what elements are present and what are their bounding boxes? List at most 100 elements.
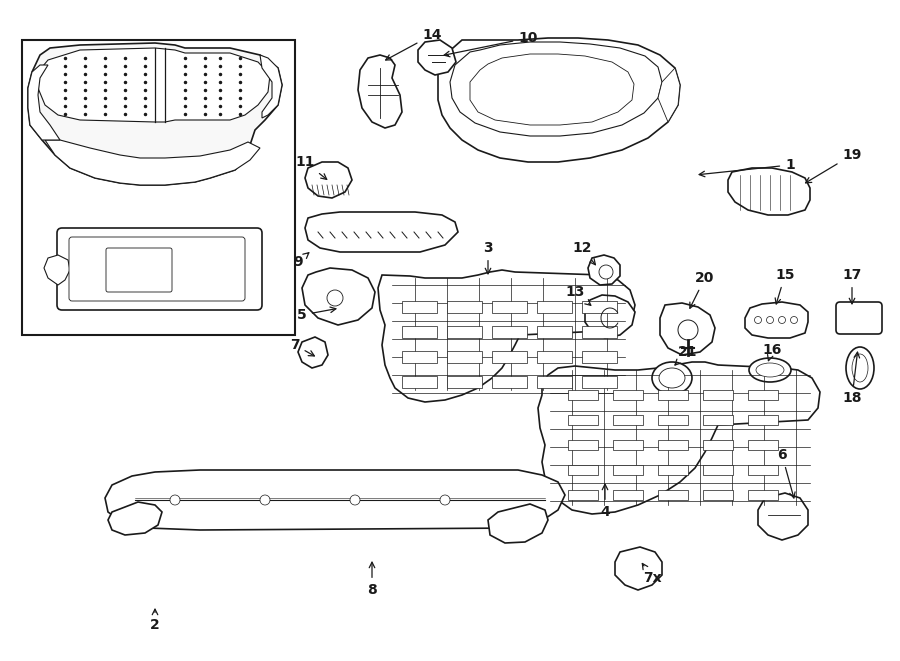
Polygon shape	[728, 168, 810, 215]
Bar	[568, 415, 598, 425]
Ellipse shape	[749, 358, 791, 382]
Polygon shape	[28, 65, 60, 140]
Text: 8: 8	[367, 562, 377, 597]
Polygon shape	[298, 337, 328, 368]
FancyBboxPatch shape	[106, 248, 172, 292]
Text: 18: 18	[842, 352, 862, 405]
Bar	[613, 390, 643, 400]
Bar	[402, 326, 437, 338]
Polygon shape	[585, 295, 635, 338]
Text: 7: 7	[290, 338, 314, 356]
Bar	[402, 301, 437, 313]
Circle shape	[678, 320, 698, 340]
Polygon shape	[302, 268, 375, 325]
Bar	[568, 465, 598, 475]
Bar	[537, 326, 572, 338]
Text: 19: 19	[806, 148, 861, 183]
Ellipse shape	[756, 363, 784, 377]
Polygon shape	[305, 162, 352, 198]
Bar	[22, 40, 295, 335]
Text: 2: 2	[150, 609, 160, 632]
Bar	[568, 490, 598, 500]
Ellipse shape	[659, 368, 685, 388]
Circle shape	[327, 290, 343, 306]
Polygon shape	[305, 212, 458, 252]
Polygon shape	[378, 270, 635, 402]
Polygon shape	[470, 54, 634, 125]
Circle shape	[767, 317, 773, 323]
Bar	[492, 351, 527, 363]
Bar	[447, 351, 482, 363]
Circle shape	[599, 265, 613, 279]
Text: 1: 1	[699, 158, 795, 176]
Ellipse shape	[852, 354, 868, 382]
Polygon shape	[358, 55, 402, 128]
Bar	[658, 440, 688, 450]
Bar	[492, 376, 527, 388]
Bar	[537, 301, 572, 313]
Text: 12: 12	[572, 241, 596, 265]
Polygon shape	[28, 43, 282, 185]
Polygon shape	[438, 38, 680, 162]
Text: 10: 10	[444, 31, 537, 57]
Bar	[568, 390, 598, 400]
Bar	[402, 376, 437, 388]
Bar	[658, 415, 688, 425]
Ellipse shape	[846, 347, 874, 389]
Polygon shape	[44, 255, 70, 285]
Bar	[447, 326, 482, 338]
Circle shape	[440, 495, 450, 505]
Bar	[748, 465, 778, 475]
Text: 9: 9	[293, 253, 309, 269]
Bar	[748, 390, 778, 400]
Polygon shape	[38, 48, 270, 122]
Text: 17: 17	[842, 268, 861, 304]
Bar	[582, 326, 617, 338]
Polygon shape	[658, 68, 680, 122]
Polygon shape	[660, 303, 715, 355]
Bar	[658, 465, 688, 475]
Circle shape	[790, 317, 797, 323]
Polygon shape	[615, 547, 662, 590]
Bar	[658, 490, 688, 500]
Text: 15: 15	[775, 268, 795, 304]
FancyBboxPatch shape	[836, 302, 882, 334]
Bar	[613, 415, 643, 425]
Polygon shape	[488, 504, 548, 543]
Bar	[568, 440, 598, 450]
Bar	[537, 376, 572, 388]
Polygon shape	[588, 255, 620, 285]
Bar	[537, 351, 572, 363]
Bar	[492, 301, 527, 313]
Bar	[703, 490, 733, 500]
Polygon shape	[538, 362, 820, 514]
Bar	[703, 390, 733, 400]
Text: 13: 13	[565, 285, 590, 305]
Text: 6: 6	[778, 448, 795, 498]
Bar	[613, 440, 643, 450]
Polygon shape	[418, 40, 456, 75]
Bar	[703, 440, 733, 450]
Bar	[492, 326, 527, 338]
Text: 16: 16	[762, 343, 782, 361]
Bar	[447, 376, 482, 388]
Bar	[748, 440, 778, 450]
Bar	[402, 351, 437, 363]
Bar	[582, 351, 617, 363]
Text: 5: 5	[297, 307, 336, 322]
Polygon shape	[260, 55, 282, 118]
Bar	[582, 376, 617, 388]
Polygon shape	[758, 493, 808, 540]
Text: 11: 11	[295, 155, 327, 179]
Text: 3: 3	[483, 241, 493, 274]
Text: 4: 4	[600, 484, 610, 519]
FancyBboxPatch shape	[57, 228, 262, 310]
Polygon shape	[108, 502, 162, 535]
Text: 21: 21	[675, 345, 698, 365]
Ellipse shape	[652, 362, 692, 394]
Bar	[447, 301, 482, 313]
Polygon shape	[45, 140, 260, 185]
Polygon shape	[745, 302, 808, 338]
FancyBboxPatch shape	[69, 237, 245, 301]
Bar	[613, 490, 643, 500]
